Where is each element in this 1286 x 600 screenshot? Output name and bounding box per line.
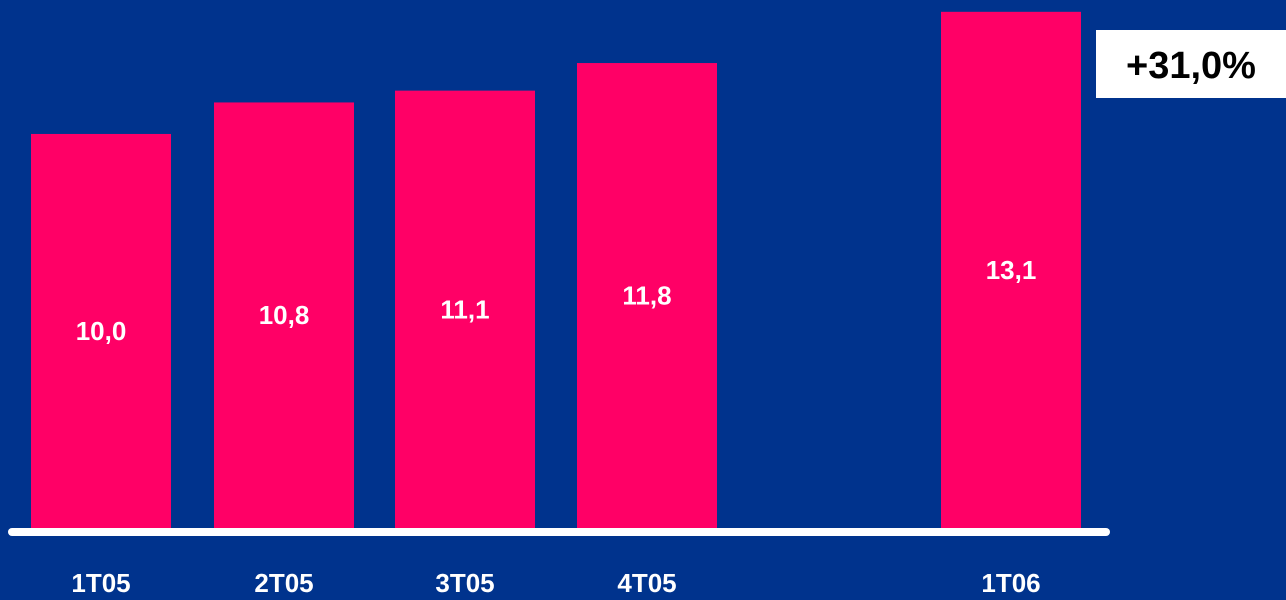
bar-3T05 (395, 90, 535, 529)
tick-label-1T06: 1T06 (981, 568, 1040, 598)
tick-label-2T05: 2T05 (254, 568, 313, 598)
bar-4T05 (577, 63, 717, 529)
data-label-4T05: 11,8 (622, 281, 671, 311)
data-label-1T05: 10,0 (76, 316, 127, 346)
bars-group (31, 11, 1081, 529)
data-label-1T06: 13,1 (986, 255, 1037, 285)
bar-2T05 (214, 102, 354, 529)
bar-labels-group: 10,0 10,8 11,1 11,8 13,1 (76, 255, 1037, 346)
tick-label-4T05: 4T05 (617, 568, 676, 598)
data-label-3T05: 11,1 (440, 294, 489, 324)
growth-badge-text: +31,0% (1126, 45, 1256, 87)
growth-badge: +31,0% (1096, 30, 1286, 98)
tick-label-1T05: 1T05 (71, 568, 130, 598)
growth-badge-box (1096, 30, 1286, 98)
bar-1T05 (31, 133, 171, 528)
x-axis-tick-labels: 1T05 2T05 3T05 4T05 1T06 (71, 568, 1040, 598)
tick-label-3T05: 3T05 (435, 568, 494, 598)
bar-1T06 (941, 11, 1081, 528)
data-label-2T05: 10,8 (259, 300, 310, 330)
